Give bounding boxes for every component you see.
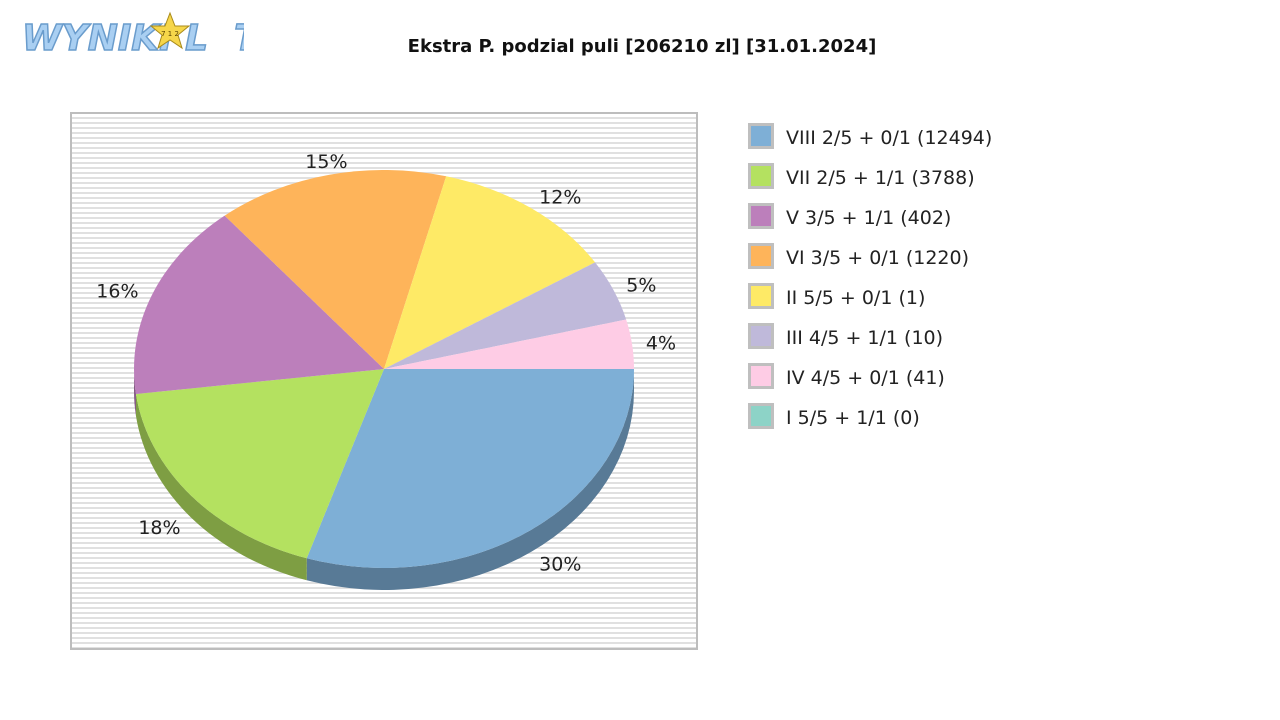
legend-label: VI 3/5 + 0/1 (1220) xyxy=(786,247,970,269)
pie-label-6: 4% xyxy=(646,332,676,354)
pie-label-3: 15% xyxy=(305,151,347,173)
legend-item: I 5/5 + 1/1 (0) xyxy=(748,402,992,442)
legend-label: III 4/5 + 1/1 (10) xyxy=(786,327,944,349)
legend-swatch xyxy=(748,283,774,309)
legend-swatch xyxy=(748,163,774,189)
legend-swatch xyxy=(748,323,774,349)
legend-swatch xyxy=(748,203,774,229)
legend-swatch xyxy=(748,243,774,269)
legend-item: V 3/5 + 1/1 (402) xyxy=(748,202,992,242)
legend-item: II 5/5 + 0/1 (1) xyxy=(748,282,992,322)
legend-item: III 4/5 + 1/1 (10) xyxy=(748,322,992,362)
pie-label-0: 30% xyxy=(539,553,581,575)
legend-swatch xyxy=(748,123,774,149)
legend-item: VIII 2/5 + 0/1 (12494) xyxy=(748,122,992,162)
pie-label-1: 18% xyxy=(138,517,180,539)
legend-item: IV 4/5 + 0/1 (41) xyxy=(748,362,992,402)
pie-label-4: 12% xyxy=(539,187,581,209)
pie-slice-0 xyxy=(306,369,634,568)
pie-slice-1 xyxy=(135,369,384,559)
plot-area: 30% 18% 16% 15% 12% 5% 4% xyxy=(70,112,698,650)
pie-slice-5 xyxy=(384,262,627,369)
pie-slice-2 xyxy=(134,215,384,394)
legend-swatch xyxy=(748,363,774,389)
legend-swatch xyxy=(748,403,774,429)
legend-label: I 5/5 + 1/1 (0) xyxy=(786,407,920,429)
pie-chart: 30% 18% 16% 15% 12% 5% 4% xyxy=(96,151,676,590)
logo-star-text: 7 1 2 xyxy=(161,30,179,38)
pie-slice-side xyxy=(135,393,307,581)
logo-star-icon xyxy=(149,11,191,50)
legend-label: VIII 2/5 + 0/1 (12494) xyxy=(786,127,993,149)
pie-label-2: 16% xyxy=(96,281,138,303)
legend-label: II 5/5 + 0/1 (1) xyxy=(786,287,926,309)
chart-legend: VIII 2/5 + 0/1 (12494) VII 2/5 + 1/1 (378… xyxy=(748,122,992,442)
pie-slice-side xyxy=(134,369,136,416)
legend-label: IV 4/5 + 0/1 (41) xyxy=(786,367,945,389)
pie-slice-3 xyxy=(224,169,447,369)
legend-label: VII 2/5 + 1/1 (3788) xyxy=(786,167,975,189)
legend-item: VI 3/5 + 0/1 (1220) xyxy=(748,242,992,282)
legend-item: VII 2/5 + 1/1 (3788) xyxy=(748,162,992,202)
pie-slice-6 xyxy=(384,319,634,369)
legend-label: V 3/5 + 1/1 (402) xyxy=(786,207,952,229)
pie-label-5: 5% xyxy=(626,274,656,296)
pie-slice-side xyxy=(306,369,634,590)
pie-slice-4 xyxy=(384,176,596,369)
chart-title: Ekstra P. podzial puli [206210 zl] [31.0… xyxy=(407,36,877,57)
